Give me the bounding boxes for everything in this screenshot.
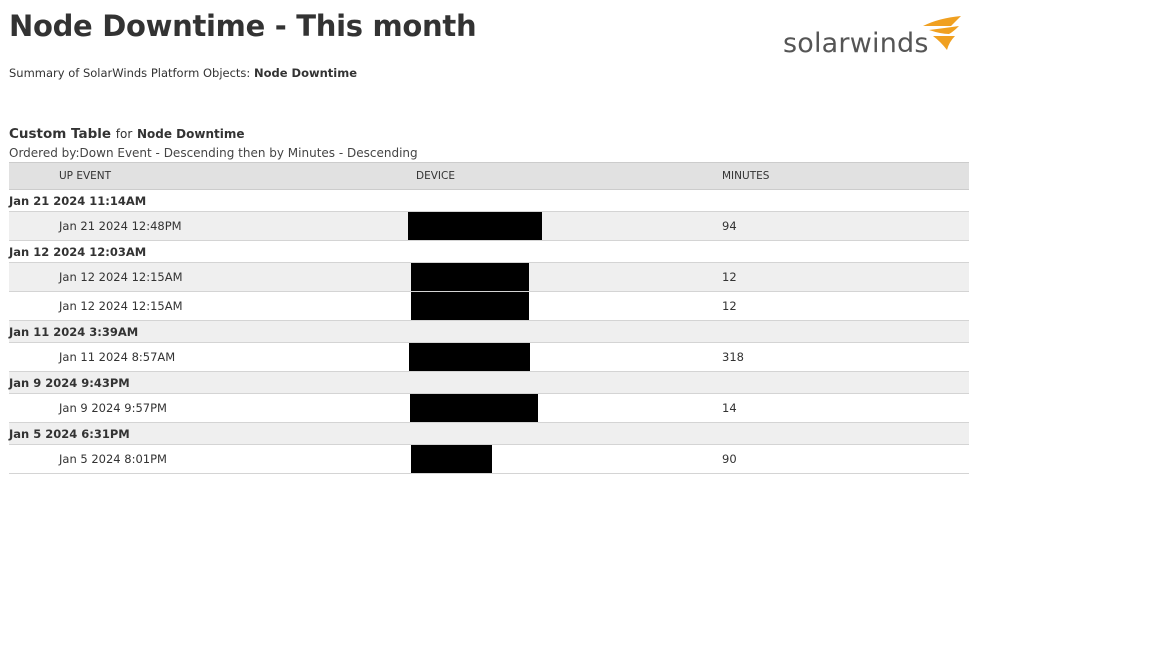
table-header-row: UP EVENT DEVICE MINUTES: [9, 162, 969, 190]
up-event-cell: Jan 12 2024 12:15AM: [9, 262, 416, 292]
minutes-cell: 318: [722, 342, 969, 372]
table-title-for: for: [115, 127, 133, 141]
table-row: Jan 21 2024 12:48PM 94: [9, 211, 969, 241]
group-row: Jan 9 2024 9:43PM: [9, 371, 969, 394]
group-row: Jan 12 2024 12:03AM: [9, 240, 969, 263]
flame-icon: [923, 16, 961, 50]
table-row: Jan 9 2024 9:57PM 14: [9, 393, 969, 423]
table-title-subject: Node Downtime: [136, 127, 245, 141]
down-event-group: Jan 5 2024 6:31PM: [9, 422, 969, 445]
table-row: Jan 5 2024 8:01PM 90: [9, 444, 969, 474]
device-cell[interactable]: [410, 393, 722, 423]
downtime-table: UP EVENT DEVICE MINUTES Jan 21 2024 11:1…: [9, 162, 969, 474]
device-cell[interactable]: [411, 291, 722, 321]
table-row: Jan 12 2024 12:15AM 12: [9, 262, 969, 292]
device-cell[interactable]: [411, 262, 722, 292]
minutes-cell: 90: [722, 444, 969, 474]
summary-object: Node Downtime: [253, 66, 358, 80]
redacted-device: [409, 343, 530, 371]
redacted-device: [411, 263, 529, 291]
column-header-device[interactable]: DEVICE: [416, 162, 722, 190]
down-event-group: Jan 21 2024 11:14AM: [9, 189, 969, 212]
table-row: Jan 11 2024 8:57AM 318: [9, 342, 969, 372]
device-cell[interactable]: [411, 444, 722, 474]
table-title-text: Custom Table: [9, 126, 112, 142]
minutes-cell: 12: [722, 291, 969, 321]
group-row: Jan 11 2024 3:39AM: [9, 320, 969, 343]
table-row: Jan 12 2024 12:15AM 12: [9, 291, 969, 321]
minutes-cell: 94: [722, 211, 969, 241]
redacted-device: [410, 394, 538, 422]
column-header-up-event[interactable]: UP EVENT: [9, 162, 416, 190]
page-title: Node Downtime - This month: [9, 9, 477, 43]
column-header-minutes[interactable]: MINUTES: [722, 162, 969, 190]
redacted-device: [411, 292, 529, 320]
minutes-cell: 12: [722, 262, 969, 292]
group-row: Jan 5 2024 6:31PM: [9, 422, 969, 445]
group-row: Jan 21 2024 11:14AM: [9, 189, 969, 212]
table-title: Custom Table for Node Downtime: [9, 126, 245, 142]
up-event-cell: Jan 5 2024 8:01PM: [9, 444, 416, 474]
summary-prefix: Summary of SolarWinds Platform Objects:: [9, 66, 251, 80]
summary-line: Summary of SolarWinds Platform Objects: …: [9, 66, 357, 80]
device-cell[interactable]: [409, 342, 722, 372]
down-event-group: Jan 12 2024 12:03AM: [9, 240, 969, 263]
solarwinds-logo: solarwinds: [783, 14, 963, 59]
device-cell[interactable]: [408, 211, 722, 241]
redacted-device: [408, 212, 542, 240]
logo-text: solarwinds: [783, 28, 929, 59]
down-event-group: Jan 11 2024 3:39AM: [9, 320, 969, 343]
redacted-device: [411, 445, 492, 473]
up-event-cell: Jan 21 2024 12:48PM: [9, 211, 416, 241]
minutes-cell: 14: [722, 393, 969, 423]
up-event-cell: Jan 12 2024 12:15AM: [9, 291, 416, 321]
up-event-cell: Jan 11 2024 8:57AM: [9, 342, 416, 372]
ordered-by: Ordered by:Down Event - Descending then …: [9, 146, 418, 160]
up-event-cell: Jan 9 2024 9:57PM: [9, 393, 416, 423]
down-event-group: Jan 9 2024 9:43PM: [9, 371, 969, 394]
